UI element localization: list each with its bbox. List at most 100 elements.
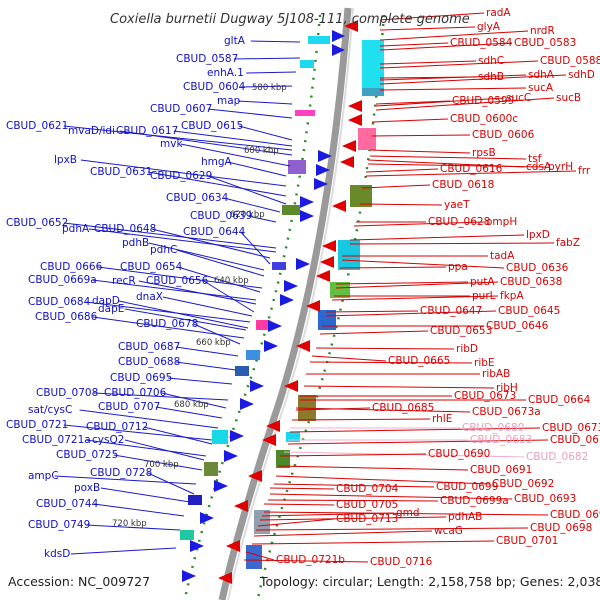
leader-line-left (233, 57, 301, 60)
gene-label-left: CBUD_0749 (28, 519, 90, 531)
leader-line-left (151, 228, 271, 259)
gene-label-right: sdhA (528, 69, 555, 81)
gene-label-right: CBUD_0646 (486, 320, 549, 332)
gene-label-right: purL (472, 290, 496, 302)
leader-line-left (93, 392, 229, 401)
leader-line-right (255, 527, 529, 531)
leader-line-right (369, 149, 471, 154)
gene-label-left: CBUD_0631 (90, 166, 152, 178)
gene-label-left: cysQ2 (92, 434, 124, 446)
leader-line-right (365, 170, 577, 177)
leader-line-right (243, 559, 369, 563)
gene-label-left: CBUD_0654 (120, 261, 183, 273)
gene-label-right: CBUD_0673b (542, 422, 600, 434)
leader-line-right (277, 465, 469, 471)
leader-line-left (167, 377, 233, 385)
gene-label-right: CBUD_0692 (492, 478, 554, 490)
gene-label-left: pdhC (150, 244, 177, 256)
gene-label-right: CBUD_0638 (500, 276, 562, 288)
leader-line-left (79, 409, 219, 429)
gene-label-right: CBUD_0701 (496, 535, 558, 547)
gene-label-right: pdhAB (448, 511, 482, 523)
leader-line-left (119, 130, 293, 156)
gene-label-right: CBUD_0653 (430, 325, 492, 337)
leader-line-left (238, 125, 293, 141)
gene-label-right: CBUD_0584 (450, 37, 513, 49)
gene-label-right: radA (486, 7, 511, 19)
gene-label-left: dapE (98, 303, 124, 315)
leader-line-left (147, 171, 287, 197)
leader-line-right (361, 184, 431, 189)
leader-line-right (269, 487, 335, 490)
leader-line-right (371, 134, 471, 137)
gene-label-right: ompH (486, 216, 517, 228)
leader-line-left (161, 392, 227, 409)
leader-line-right (349, 234, 525, 241)
leader-line-left (143, 426, 213, 445)
leader-line-left (180, 143, 291, 167)
gene-label-right: CBUD_0690 (428, 448, 490, 460)
gene-label-left: map (217, 95, 241, 107)
leader-line-right (245, 551, 275, 561)
leader-line-right (289, 427, 541, 433)
leader-line-right (371, 118, 449, 123)
leader-line-right (379, 26, 476, 31)
scale-label: 580 kbp (252, 83, 287, 93)
leader-line-left (100, 487, 191, 503)
gene-label-left: CBUD_0695 (110, 372, 172, 384)
accession-text: Accession: NC_009727 (8, 574, 150, 589)
gene-label-right: CBUD_0628 (428, 216, 490, 228)
leader-line-right (335, 281, 469, 285)
leader-line-left (207, 175, 287, 205)
leader-line-left (240, 231, 271, 265)
scale-label: 700 kbp (144, 460, 179, 470)
scale-label: 620 kbp (230, 210, 265, 220)
gene-label-right: CBUD_0665 (388, 355, 450, 367)
scale-label: 720 kbp (112, 519, 147, 529)
gene-label-left: CBUD_0617 (116, 125, 178, 137)
leader-line-left (88, 228, 277, 253)
gene-label-right: fkpA (500, 290, 524, 302)
leader-line-left (113, 454, 203, 471)
left-feature-blocks (180, 36, 330, 540)
gene-label-left: CBUD_0652 (6, 217, 68, 229)
gene-label-left: CBUD_0725 (56, 449, 118, 461)
leader-line-right (325, 310, 497, 317)
gene-label-right: CBUD_0616 (440, 163, 503, 175)
gene-label-left: CBUD_0669a (28, 274, 97, 286)
gene-label-right: frr (578, 165, 591, 177)
gene-label-left: CBUD_0666 (40, 261, 103, 273)
leader-line-right (349, 242, 555, 245)
right-gene-arrows (218, 20, 362, 584)
leader-line-right (287, 439, 549, 445)
gene-label-right: CBUD_0721b (276, 554, 345, 566)
scale-labels: 580 kbp 600 kbp 620 kbp 640 kbp 660 kbp 680 k… (112, 83, 287, 529)
gene-label-left: recR (112, 275, 136, 287)
gene-label-right: CBUD_0713 (336, 513, 398, 525)
gene-label-right: CBUD_0683 (470, 434, 532, 446)
leader-line-right (311, 355, 387, 362)
leader-line-right (375, 97, 555, 111)
leader-line-left (246, 71, 297, 74)
leader-line-left (147, 472, 195, 495)
right-gene-labels: radA glyA nrdR CBUD_0584 CBUD_0583 sdhC CBUD_0… (276, 7, 600, 568)
leader-line-right (379, 42, 449, 47)
gene-label-right: glyA (477, 21, 501, 33)
gene-label-right: tadA (490, 250, 515, 262)
gene-label-right: sucA (528, 82, 554, 94)
leader-line-left (93, 503, 185, 517)
leader-line-left (63, 125, 293, 151)
gene-label-left: enhA.1 (207, 67, 244, 79)
gene-label-right: CBUD_0583 (514, 37, 576, 49)
gene-label-right: ribAB (482, 368, 510, 380)
leader-line-left (176, 249, 265, 277)
leader-line-right (303, 385, 495, 389)
gene-label-left: CBUD_0629 (150, 170, 212, 182)
genome-backbone (218, 7, 352, 600)
leader-line-right (379, 42, 513, 51)
gene-label-left: CBUD_0621 (6, 120, 68, 132)
gene-label-left: CBUD_0688 (118, 356, 180, 368)
leader-line-right (339, 266, 447, 269)
gene-label-left: gltA (224, 35, 246, 47)
